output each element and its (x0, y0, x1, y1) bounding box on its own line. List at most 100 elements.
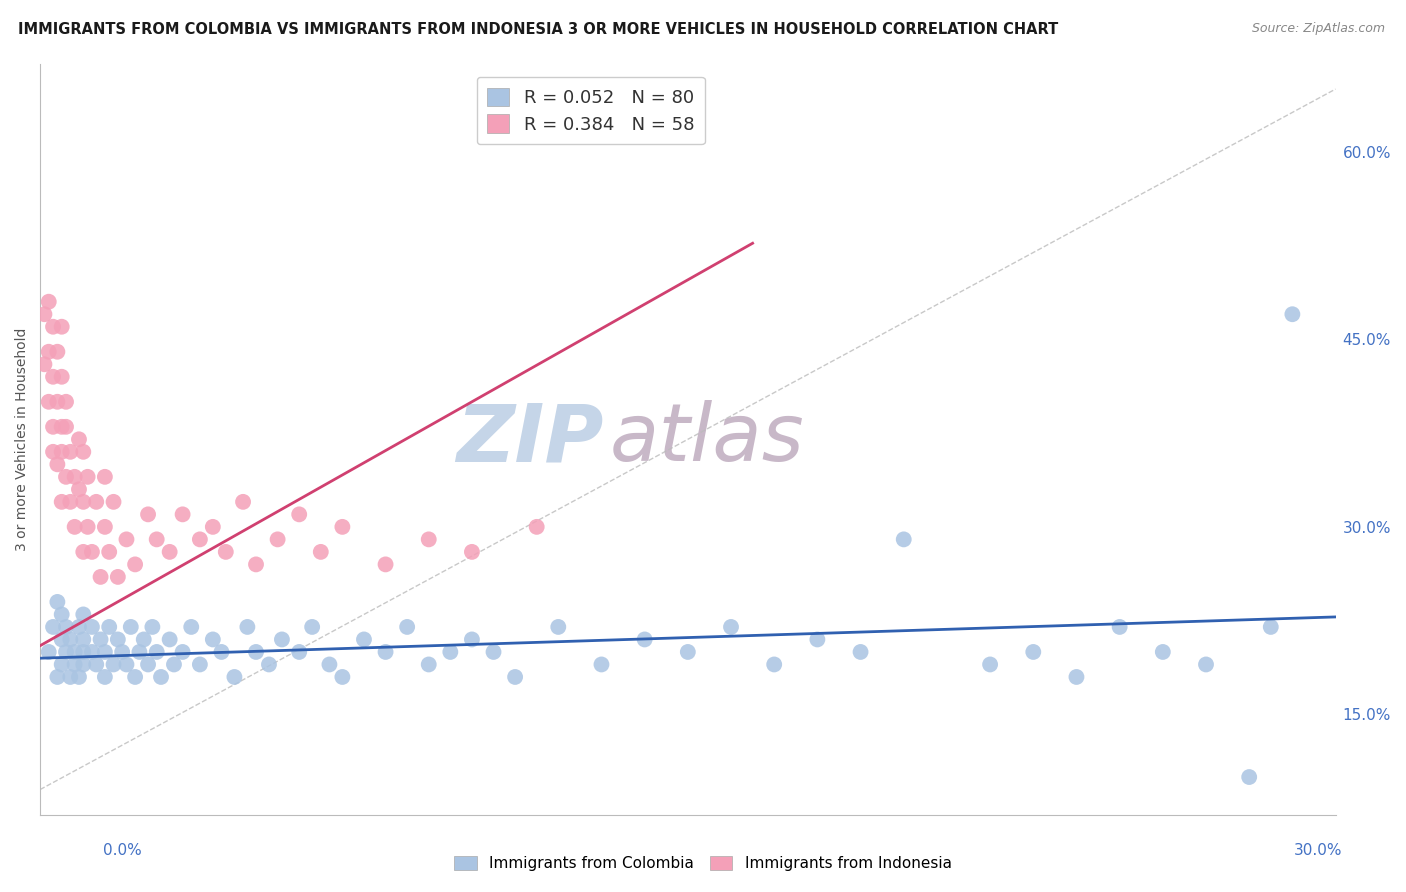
Point (136, 657, 159, 672)
Point (34, 357, 56, 371)
Point (55, 394, 77, 409)
Point (266, 533, 288, 547)
Point (418, 657, 440, 672)
Point (128, 645, 150, 659)
Point (46, 595, 69, 609)
Point (1108, 620, 1130, 634)
Point (51, 419, 73, 434)
Point (72, 645, 94, 659)
Point (150, 670, 173, 684)
Text: Source: ZipAtlas.com: Source: ZipAtlas.com (1251, 22, 1385, 36)
Y-axis label: 3 or more Vehicles in Household: 3 or more Vehicles in Household (15, 327, 30, 551)
Point (145, 533, 167, 547)
Point (63, 657, 86, 672)
Point (51, 607, 73, 622)
Point (893, 533, 915, 547)
Point (676, 645, 699, 659)
Point (63, 520, 86, 534)
Point (72, 445, 94, 459)
Point (38, 344, 60, 359)
Point (288, 645, 311, 659)
Point (72, 495, 94, 509)
Point (72, 607, 94, 622)
Point (98, 545, 121, 559)
Point (172, 508, 194, 522)
Text: 30.0%: 30.0% (1295, 843, 1343, 858)
Point (42, 319, 65, 334)
Point (1281, 307, 1303, 321)
Point (201, 520, 224, 534)
Point (46, 344, 69, 359)
Point (46, 670, 69, 684)
Point (353, 632, 375, 647)
Point (67, 483, 90, 497)
Point (309, 545, 332, 559)
Point (59, 670, 82, 684)
Point (94, 670, 117, 684)
Point (94, 470, 117, 484)
Point (46, 394, 69, 409)
Point (188, 657, 211, 672)
Point (1066, 670, 1088, 684)
Point (979, 657, 1001, 672)
Point (67, 433, 90, 447)
Point (482, 645, 505, 659)
Point (98, 620, 121, 634)
Point (115, 533, 138, 547)
Point (55, 470, 77, 484)
Point (72, 545, 94, 559)
Point (59, 445, 82, 459)
Point (547, 620, 569, 634)
Point (63, 470, 86, 484)
Point (591, 657, 613, 672)
Point (1152, 645, 1174, 659)
Point (76, 470, 98, 484)
Point (38, 294, 60, 309)
Point (232, 495, 254, 509)
Point (332, 520, 354, 534)
Point (38, 645, 60, 659)
Point (72, 657, 94, 672)
Point (1237, 770, 1260, 784)
Point (224, 670, 246, 684)
Point (55, 620, 77, 634)
Point (763, 657, 786, 672)
Point (80, 545, 103, 559)
Point (76, 520, 98, 534)
Legend: Immigrants from Colombia, Immigrants from Indonesia: Immigrants from Colombia, Immigrants fro… (449, 850, 957, 877)
Point (503, 670, 526, 684)
Point (180, 620, 202, 634)
Point (94, 520, 117, 534)
Point (42, 369, 65, 384)
Point (1022, 645, 1045, 659)
Point (51, 319, 73, 334)
Legend: R = 0.052   N = 80, R = 0.384   N = 58: R = 0.052 N = 80, R = 0.384 N = 58 (477, 77, 704, 145)
Point (51, 495, 73, 509)
Point (59, 632, 82, 647)
Point (201, 632, 224, 647)
Text: atlas: atlas (610, 401, 804, 478)
Point (67, 670, 90, 684)
Point (46, 458, 69, 472)
Point (80, 620, 103, 634)
Point (51, 369, 73, 384)
Point (42, 620, 65, 634)
Point (42, 445, 65, 459)
Point (67, 620, 90, 634)
Point (90, 570, 112, 584)
Point (136, 508, 159, 522)
Point (159, 632, 181, 647)
Point (42, 419, 65, 434)
Point (257, 657, 280, 672)
Point (439, 645, 461, 659)
Point (80, 645, 103, 659)
Point (163, 657, 186, 672)
Point (59, 495, 82, 509)
Point (526, 520, 548, 534)
Point (107, 570, 129, 584)
Point (103, 495, 125, 509)
Point (115, 657, 138, 672)
Point (111, 645, 134, 659)
Point (396, 620, 419, 634)
Point (145, 645, 167, 659)
